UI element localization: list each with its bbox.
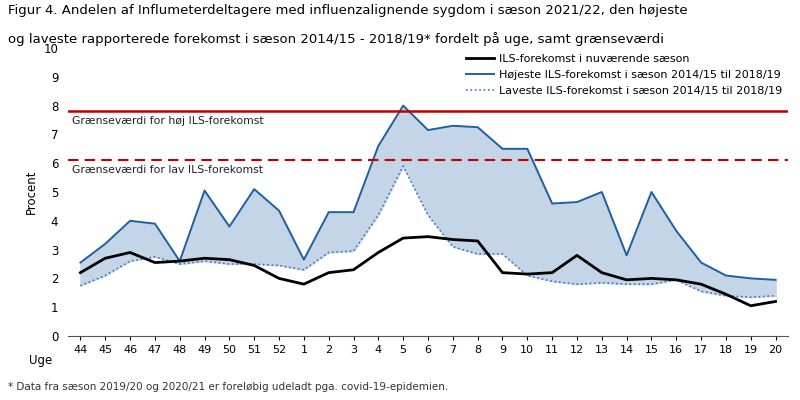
- Text: Grænseværdi for lav ILS-forekomst: Grænseværdi for lav ILS-forekomst: [72, 165, 262, 175]
- Y-axis label: Procent: Procent: [25, 170, 38, 214]
- Text: Grænseværdi for høj ILS-forekomst: Grænseværdi for høj ILS-forekomst: [72, 116, 263, 126]
- Text: * Data fra sæson 2019/20 og 2020/21 er foreløbig udeladt pga. covid-19-epidemien: * Data fra sæson 2019/20 og 2020/21 er f…: [8, 382, 448, 392]
- Legend: ILS-forekomst i nuværende sæson, Højeste ILS-forekomst i sæson 2014/15 til 2018/: ILS-forekomst i nuværende sæson, Højeste…: [466, 54, 782, 96]
- Text: og laveste rapporterede forekomst i sæson 2014/15 - 2018/19* fordelt på uge, sam: og laveste rapporterede forekomst i sæso…: [8, 32, 664, 46]
- Text: Figur 4. Andelen af Influmeterdeltagere med influenzalignende sygdom i sæson 202: Figur 4. Andelen af Influmeterdeltagere …: [8, 4, 688, 17]
- Text: Uge: Uge: [29, 354, 52, 367]
